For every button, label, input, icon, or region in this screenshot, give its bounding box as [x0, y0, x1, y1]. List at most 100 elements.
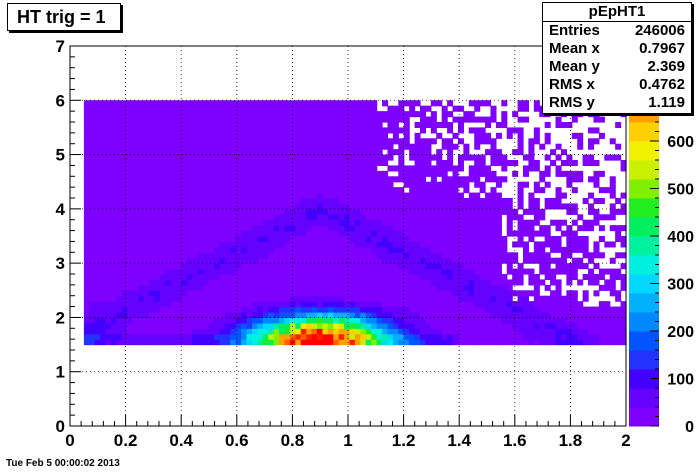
- heatmap-cell: [463, 263, 470, 270]
- heatmap-cell: [490, 268, 497, 275]
- heatmap-cell: [241, 263, 248, 270]
- heatmap-cell: [230, 111, 237, 118]
- heatmap-cell: [279, 149, 286, 156]
- heatmap-cell: [468, 306, 475, 313]
- heatmap-cell: [127, 333, 134, 340]
- heatmap-cell: [251, 246, 258, 253]
- heatmap-cell: [181, 284, 188, 291]
- heatmap-cell: [279, 208, 286, 215]
- heatmap-cell: [479, 328, 486, 335]
- heatmap-cell: [311, 138, 318, 145]
- heatmap-cell: [349, 246, 356, 253]
- heatmap-cell: [159, 236, 166, 243]
- heatmap-cell: [257, 176, 264, 183]
- heatmap-cell: [100, 263, 107, 270]
- heatmap-cell: [295, 230, 302, 237]
- heatmap-cell: [425, 187, 432, 194]
- heatmap-cell: [322, 328, 329, 335]
- heatmap-cell: [230, 170, 237, 177]
- heatmap-cell: [246, 170, 253, 177]
- heatmap-cell: [382, 257, 389, 264]
- heatmap-cell: [490, 236, 497, 243]
- heatmap-cell: [251, 176, 258, 183]
- heatmap-cell: [89, 230, 96, 237]
- heatmap-cell: [94, 317, 101, 324]
- heatmap-cell: [430, 333, 437, 340]
- heatmap-cell: [241, 154, 248, 161]
- heatmap-cell: [208, 160, 215, 167]
- heatmap-cell: [284, 132, 291, 139]
- heatmap-cell: [322, 241, 329, 248]
- x-tick-label: 1: [343, 431, 352, 450]
- heatmap-cell: [127, 274, 134, 281]
- heatmap-cell: [430, 100, 437, 107]
- heatmap-cell: [224, 322, 231, 329]
- heatmap-cell: [311, 181, 318, 188]
- heatmap-cell: [550, 149, 557, 156]
- heatmap-cell: [311, 284, 318, 291]
- heatmap-cell: [186, 127, 193, 134]
- heatmap-cell: [197, 257, 204, 264]
- heatmap-cell: [398, 138, 405, 145]
- heatmap-cell: [100, 149, 107, 156]
- heatmap-cell: [609, 154, 616, 161]
- heatmap-cell: [246, 328, 253, 335]
- heatmap-cell: [560, 322, 567, 329]
- heatmap-cell: [420, 203, 427, 210]
- heatmap-cell: [159, 263, 166, 270]
- heatmap-cell: [127, 214, 134, 221]
- heatmap-cell: [83, 306, 90, 313]
- heatmap-cell: [289, 149, 296, 156]
- heatmap-cell: [251, 295, 258, 302]
- heatmap-cell: [273, 312, 280, 319]
- colorbar-tick-label: 300: [667, 277, 694, 294]
- heatmap-cell: [582, 154, 589, 161]
- heatmap-cell: [544, 122, 551, 129]
- heatmap-cell: [360, 284, 367, 291]
- heatmap-cell: [447, 208, 454, 215]
- heatmap-cell: [170, 236, 177, 243]
- heatmap-cell: [176, 317, 183, 324]
- heatmap-cell: [490, 187, 497, 194]
- heatmap-cell: [311, 116, 318, 123]
- heatmap-cell: [485, 208, 492, 215]
- heatmap-cell: [251, 127, 258, 134]
- heatmap-cell: [550, 241, 557, 248]
- heatmap-cell: [181, 230, 188, 237]
- heatmap-cell: [452, 290, 459, 297]
- heatmap-cell: [344, 241, 351, 248]
- heatmap-cell: [360, 160, 367, 167]
- heatmap-cell: [127, 263, 134, 270]
- heatmap-cell: [441, 295, 448, 302]
- heatmap-cell: [344, 143, 351, 150]
- heatmap-cell: [490, 317, 497, 324]
- heatmap-cell: [148, 279, 155, 286]
- heatmap-cell: [289, 176, 296, 183]
- heatmap-cell: [295, 165, 302, 172]
- heatmap-cell: [197, 165, 204, 172]
- heatmap-cell: [604, 317, 611, 324]
- heatmap-cell: [127, 208, 134, 215]
- heatmap-cell: [111, 339, 118, 346]
- heatmap-cell: [322, 132, 329, 139]
- heatmap-cell: [192, 116, 199, 123]
- heatmap-cell: [447, 160, 454, 167]
- heatmap-cell: [382, 263, 389, 270]
- heatmap-cell: [560, 149, 567, 156]
- heatmap-cell: [376, 284, 383, 291]
- heatmap-cell: [382, 279, 389, 286]
- heatmap-cell: [457, 241, 464, 248]
- heatmap-cell: [523, 241, 530, 248]
- heatmap-cell: [89, 198, 96, 205]
- heatmap-cell: [382, 170, 389, 177]
- heatmap-cell: [571, 257, 578, 264]
- heatmap-cell: [251, 160, 258, 167]
- heatmap-cell: [506, 301, 513, 308]
- heatmap-cell: [143, 208, 150, 215]
- heatmap-cell: [170, 192, 177, 199]
- heatmap-cell: [441, 241, 448, 248]
- heatmap-cell: [138, 176, 145, 183]
- heatmap-cell: [170, 187, 177, 194]
- heatmap-cell: [257, 127, 264, 134]
- heatmap-cell: [300, 100, 307, 107]
